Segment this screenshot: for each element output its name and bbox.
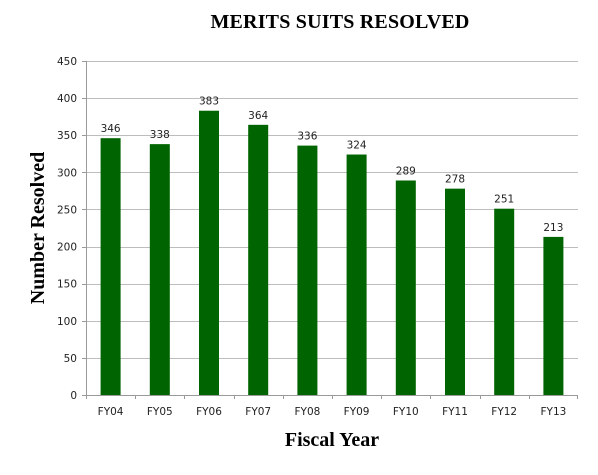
- data-label-fy06: 383: [199, 96, 219, 108]
- y-tick-label: 200: [57, 242, 77, 254]
- bars: [100, 110, 564, 396]
- data-label-fy05: 338: [150, 129, 170, 141]
- data-label-fy11: 278: [445, 174, 465, 186]
- y-tick-label: 300: [57, 167, 77, 179]
- data-label-fy08: 336: [297, 131, 317, 143]
- bar-fy12: [494, 208, 515, 395]
- x-tick-label: FY11: [442, 406, 468, 418]
- bar-fy07: [248, 124, 269, 395]
- bar-fy05: [149, 144, 170, 395]
- y-tick-label: 150: [57, 279, 77, 291]
- x-tick-label: FY10: [393, 406, 419, 418]
- data-label-fy10: 289: [396, 165, 416, 177]
- y-tick-label: 0: [70, 390, 77, 402]
- x-tick-label: FY04: [98, 406, 124, 418]
- y-axis-label: Number Resolved: [27, 152, 49, 304]
- y-tick-label: 100: [57, 316, 77, 328]
- bar-fy09: [346, 154, 367, 395]
- x-tick-labels: FY04 FY05 FY06 FY07 FY08 FY09 FY10 FY11 FY12 FY13: [98, 406, 567, 418]
- data-labels: 346 338 383 364 336 324 289 278 251 213: [101, 96, 564, 234]
- x-tick-label: FY05: [147, 406, 173, 418]
- bar-fy13: [543, 236, 564, 395]
- x-tick-label: FY09: [344, 406, 370, 418]
- y-tick-label: 50: [64, 353, 77, 365]
- bar-fy06: [199, 110, 219, 396]
- data-label-fy12: 251: [494, 194, 514, 206]
- chart-title: MERITS SUITS RESOLVED: [210, 11, 469, 33]
- bar-fy04: [100, 138, 121, 396]
- bar-fy11: [445, 188, 465, 395]
- data-label-fy13: 213: [543, 222, 563, 234]
- x-tick-label: FY13: [540, 406, 566, 418]
- x-tick-label: FY06: [196, 406, 222, 418]
- axes: [82, 61, 578, 399]
- y-tick-label: 400: [57, 93, 77, 105]
- y-tick-label: 350: [57, 130, 77, 142]
- y-tick-label: 450: [57, 56, 77, 68]
- bar-fy10: [395, 180, 416, 395]
- x-axis-label: Fiscal Year: [285, 429, 379, 451]
- data-label-fy07: 364: [248, 110, 268, 122]
- x-tick-label: FY08: [294, 406, 320, 418]
- data-label-fy09: 324: [347, 140, 367, 152]
- y-tick-label: 250: [57, 204, 77, 216]
- x-tick-label: FY12: [491, 406, 517, 418]
- x-tick-label: FY07: [245, 406, 271, 418]
- bar-fy08: [297, 145, 318, 395]
- y-tick-labels: 0 50 100 150 200 250 300 350 400 450: [57, 56, 77, 402]
- data-label-fy04: 346: [101, 123, 121, 135]
